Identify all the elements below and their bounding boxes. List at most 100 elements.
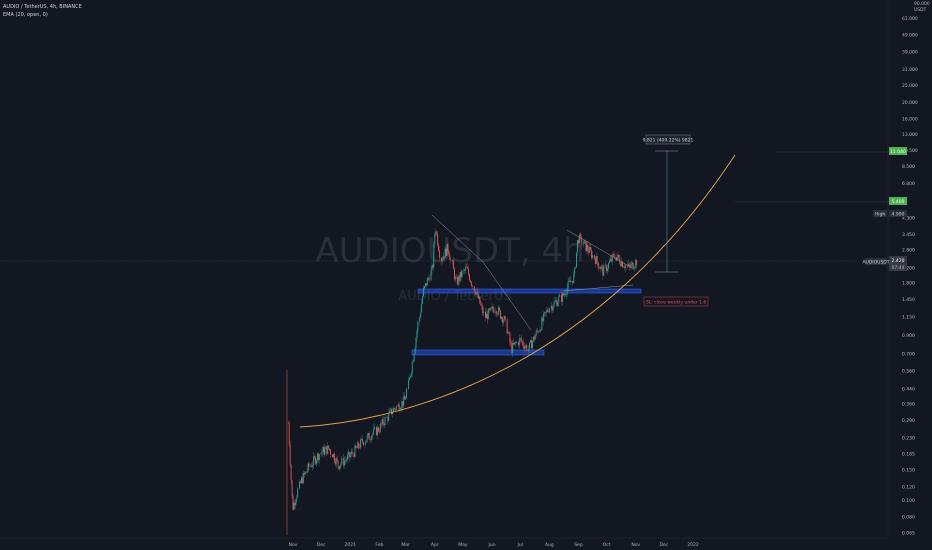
candle-body <box>428 278 430 281</box>
current-time-tag: 07:44 <box>892 265 905 271</box>
candle-body <box>296 496 298 501</box>
candle-body <box>408 380 409 389</box>
candle-body <box>563 293 565 296</box>
candle-body <box>534 335 536 340</box>
candle-body <box>471 285 473 287</box>
candle-body <box>341 457 343 464</box>
candle-body <box>482 305 484 314</box>
sl-label-box[interactable] <box>643 296 709 307</box>
time-tick-label: Jul <box>517 542 523 548</box>
candle-body <box>442 256 444 260</box>
candle-body <box>382 419 384 425</box>
candle-body <box>294 502 296 505</box>
candle-body <box>443 256 445 258</box>
candle-body <box>393 408 395 410</box>
candle-body <box>391 408 393 415</box>
candle-body <box>297 488 299 497</box>
candle-body <box>358 442 360 448</box>
candle-body <box>566 287 568 295</box>
candle-body <box>524 346 526 349</box>
candle-body <box>390 408 392 411</box>
candle-body <box>477 291 479 299</box>
candle-body <box>465 266 467 271</box>
target-price-tag-bg <box>889 147 907 155</box>
candle-body <box>492 306 494 310</box>
candle-body <box>582 243 584 245</box>
candle-body <box>620 263 622 267</box>
support-zone-upper[interactable] <box>417 288 642 294</box>
time-tick-label: Feb <box>375 542 383 548</box>
candle-body <box>419 317 421 322</box>
candle-body <box>608 261 610 264</box>
triangle-base-line[interactable] <box>562 284 634 292</box>
candle-body <box>353 453 355 457</box>
candle-body <box>425 283 427 286</box>
candle-body <box>435 231 437 234</box>
candle-body <box>324 448 326 455</box>
candle-body <box>478 296 480 299</box>
candle-body <box>349 454 351 458</box>
price-tick-label: 3.450 <box>902 232 915 238</box>
candle-body <box>328 445 330 449</box>
watermark-symbol: AUDIOUSDT, 4h <box>315 231 584 271</box>
time-tick-label: Mar <box>401 542 410 548</box>
candle-body <box>547 310 548 312</box>
candle-body <box>557 302 559 307</box>
candle-body <box>457 276 459 285</box>
candle-body <box>486 313 488 320</box>
candle-body <box>483 311 485 314</box>
candle-body <box>562 293 564 296</box>
candle-body <box>512 342 514 353</box>
candle-body <box>519 337 521 339</box>
price-tick-label: 1.800 <box>902 281 915 287</box>
candle-body <box>555 300 557 302</box>
candle-body <box>449 254 451 261</box>
candle-body <box>369 439 371 440</box>
chart-legend: AUDIO / TetherUS, 4h, BINANCE EMA (20, o… <box>3 3 82 19</box>
measure-label-box[interactable] <box>645 134 691 145</box>
candle-body <box>326 446 328 454</box>
candle-body <box>445 248 447 256</box>
candle-body <box>510 342 512 344</box>
candle-body <box>574 268 576 274</box>
candle-body <box>364 442 366 445</box>
candle-body <box>295 500 297 505</box>
candle-body <box>568 280 570 282</box>
candle-body <box>541 318 543 331</box>
candle-body <box>438 244 439 251</box>
candle-body <box>575 267 577 269</box>
candle-body <box>590 246 592 250</box>
candle-body <box>613 254 615 258</box>
candle-body <box>436 231 438 234</box>
candle-body <box>355 445 357 448</box>
support-zone-lower[interactable] <box>411 349 545 356</box>
candle-body <box>378 431 380 433</box>
price-tick-label: 0.150 <box>902 468 915 474</box>
candle-body <box>454 268 455 280</box>
candle-body <box>321 452 323 453</box>
candle-body <box>454 277 456 280</box>
candle-body <box>434 233 436 245</box>
trendline-descending-1[interactable] <box>431 214 532 331</box>
measure-label: 9.821 (409.22%) 9821 <box>643 138 694 144</box>
candle-body <box>395 406 397 410</box>
price-tick-label: 0.080 <box>902 515 915 521</box>
candle-body <box>417 321 419 331</box>
candle-body <box>330 449 332 455</box>
price-tick-label: 31.000 <box>902 67 918 73</box>
candle-body <box>596 256 598 263</box>
candle-body <box>422 296 424 304</box>
candle-body <box>490 307 492 309</box>
candle-body <box>387 417 389 421</box>
time-tick-label: Nov <box>289 542 298 548</box>
symbol-description[interactable]: AUDIO / TetherUS, 4h, BINANCE <box>3 4 82 10</box>
trendline-descending-2[interactable] <box>566 229 633 269</box>
indicator-label[interactable]: EMA (20, open, 0) <box>3 12 48 18</box>
parabolic-support-curve[interactable] <box>299 154 736 428</box>
candle-body <box>337 460 339 466</box>
candle-body <box>329 448 331 450</box>
candle-body <box>312 464 314 467</box>
candle-body <box>488 309 490 311</box>
